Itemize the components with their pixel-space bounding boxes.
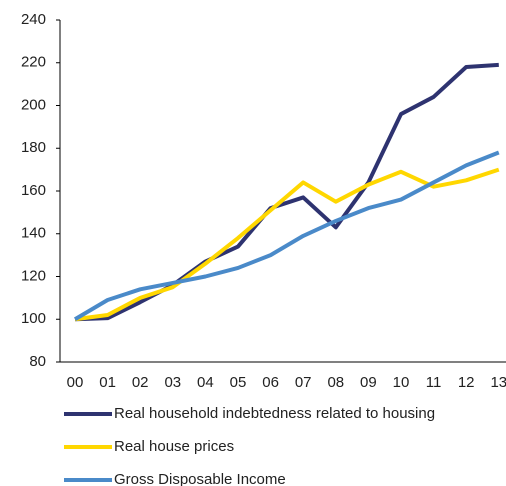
y-tick-label: 160 (21, 182, 46, 199)
x-tick-label: 09 (360, 374, 377, 391)
x-tick-label: 10 (393, 374, 410, 391)
x-tick-label: 12 (458, 374, 475, 391)
x-tick-label: 06 (262, 374, 279, 391)
series-line (73, 150, 500, 321)
legend-label: Gross Disposable Income (114, 471, 286, 486)
x-tick-label: 05 (230, 374, 247, 391)
y-tick-label: 120 (21, 267, 46, 284)
legend-label: Real household indebtedness related to h… (114, 405, 435, 422)
x-tick-label: 02 (132, 374, 149, 391)
x-tick-label: 00 (67, 374, 84, 391)
y-tick-label: 200 (21, 96, 46, 113)
y-tick-label: 180 (21, 139, 46, 156)
series-line (74, 62, 499, 322)
x-tick-label: 07 (295, 374, 312, 391)
x-tick-label: 11 (426, 374, 442, 391)
x-tick-label: 13 (490, 374, 506, 391)
x-tick-label: 08 (327, 374, 344, 391)
x-tick-label: 04 (197, 374, 214, 391)
x-tick-label: 01 (99, 374, 116, 391)
x-tick-label: 03 (164, 374, 181, 391)
legend-label: Real house prices (114, 438, 234, 455)
y-tick-label: 240 (21, 11, 46, 28)
y-tick-label: 80 (29, 353, 46, 370)
y-tick-label: 100 (21, 310, 46, 327)
y-tick-label: 140 (21, 225, 46, 242)
y-tick-label: 220 (21, 54, 46, 71)
